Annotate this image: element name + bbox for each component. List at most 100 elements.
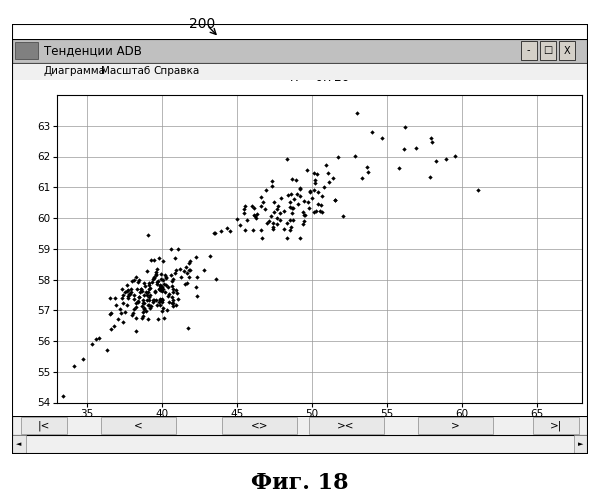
Point [167,293,177,301]
Point [140,282,150,290]
Point [157,282,166,290]
Point [310,186,319,194]
Point [131,326,140,334]
Point [154,315,163,323]
Point [145,282,154,290]
Point [283,234,292,242]
Point [205,252,215,260]
Point [111,301,121,309]
Point [286,190,296,198]
Point [151,296,161,304]
Point [164,298,174,306]
Point [280,225,289,233]
Point [138,300,148,308]
Point [122,282,131,290]
Point [155,294,165,302]
Point [146,292,155,300]
Point [235,221,244,229]
Point [149,256,158,264]
Point [158,258,167,266]
Point [183,324,193,332]
Point [272,205,282,213]
Point [148,296,158,304]
Point [296,185,305,193]
Bar [222,417,297,434]
Point [129,305,139,313]
Point [310,169,319,177]
Point [158,304,167,312]
Point [135,288,145,296]
Point [120,288,130,296]
Point [259,198,268,205]
Point [287,204,297,212]
Point [148,298,158,306]
Point [120,308,130,316]
Point [292,190,301,198]
Point [400,124,409,132]
Point [256,226,265,234]
Point [242,216,251,224]
Point [185,273,194,281]
Point [267,177,277,185]
Point [441,156,451,164]
Point [158,286,167,294]
Point [191,254,201,262]
Point [249,204,259,212]
Point [175,265,185,273]
Point [265,217,274,225]
Point [146,256,155,264]
Point [173,246,182,254]
Point [86,340,96,348]
Point [133,298,142,306]
Point [239,205,249,213]
Point [286,198,295,206]
Point [146,302,156,310]
Point [168,299,178,307]
Text: |<: |< [37,420,50,430]
Point [334,153,343,161]
Point [319,184,329,192]
Point [305,187,315,195]
Point [141,288,151,296]
Point [131,272,141,280]
Point [154,298,164,306]
Point [305,204,314,212]
Point [134,276,143,284]
Point [310,179,320,187]
Point [137,314,147,322]
Point [317,208,327,216]
Point [330,196,340,204]
Point [426,134,436,141]
Point [128,310,137,318]
Bar [308,417,383,434]
Point [155,301,165,309]
Point [139,304,149,312]
Point [300,211,310,219]
Point [142,290,152,298]
Point [257,234,266,241]
Point [122,301,131,309]
Point [155,296,164,304]
Point [400,145,409,153]
Point [285,226,295,234]
Point [211,229,220,237]
Point [102,346,112,354]
Point [248,226,257,234]
Point [118,284,127,292]
Point [116,308,126,316]
Bar [521,41,537,60]
Point [127,278,137,285]
Point [331,196,340,204]
Point [149,296,159,304]
X-axis label: FT3051-COLD1 SPM 1 - Среднее: FT3051-COLD1 SPM 1 - Среднее [235,422,404,432]
Point [299,218,309,226]
Point [285,216,295,224]
Point [150,286,160,294]
Point [184,260,194,268]
Text: ◄: ◄ [16,442,22,448]
Point [157,307,167,315]
Point [377,134,386,142]
Point [287,209,296,217]
Point [338,212,347,220]
Point [161,274,171,281]
